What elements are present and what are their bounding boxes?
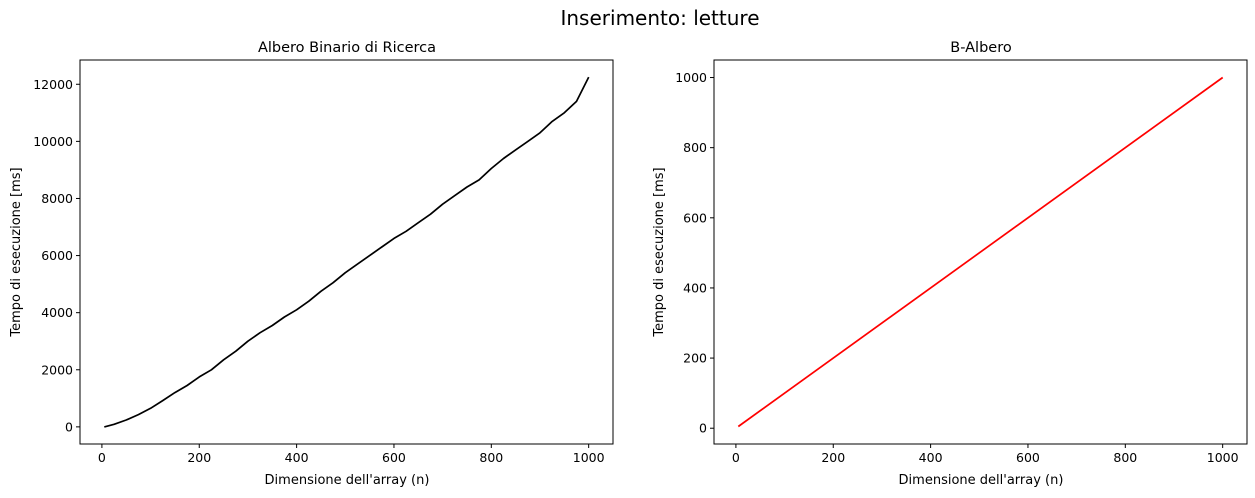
x-tick-label: 0 [732, 450, 740, 465]
y-tick-label: 600 [683, 210, 707, 225]
y-tick-label: 12000 [33, 77, 73, 92]
x-ticks: 0 200 400 600 800 1000 [732, 444, 1239, 465]
x-tick-label: 200 [821, 450, 845, 465]
y-axis-label: Tempo di esecuzione [ms] [9, 167, 24, 337]
y-tick-label: 4000 [41, 305, 73, 320]
y-axis-label: Tempo di esecuzione [ms] [652, 167, 667, 337]
y-tick-label: 2000 [41, 362, 73, 377]
chart-panel-btree: B-Albero Dimensione dell'array (n) Tempo… [652, 40, 1248, 488]
x-tick-label: 1000 [1207, 450, 1239, 465]
x-tick-label: 0 [98, 450, 106, 465]
series-line [737, 76, 1224, 428]
y-tick-label: 8000 [41, 191, 73, 206]
x-tick-label: 400 [919, 450, 943, 465]
y-tick-label: 6000 [41, 248, 73, 263]
chart-panel-bst: Albero Binario di Ricerca Dimensione del… [9, 40, 614, 488]
plot-frame [713, 59, 1248, 445]
series-line [104, 76, 590, 428]
y-tick-label: 0 [699, 421, 707, 436]
y-ticks: 0 2000 4000 6000 8000 10000 12000 [33, 77, 80, 434]
y-tick-label: 400 [683, 280, 707, 295]
data-lines [104, 76, 590, 428]
data-lines [737, 76, 1224, 428]
figure-suptitle: Inserimento: letture [560, 6, 759, 30]
x-tick-label: 1000 [573, 450, 605, 465]
x-ticks: 0 200 400 600 800 1000 [98, 444, 605, 465]
x-tick-label: 800 [479, 450, 503, 465]
y-tick-label: 800 [683, 140, 707, 155]
chart-title: B-Albero [950, 40, 1012, 56]
y-tick-label: 1000 [675, 70, 707, 85]
x-axis-label: Dimensione dell'array (n) [899, 473, 1064, 488]
x-tick-label: 400 [285, 450, 309, 465]
chart-title: Albero Binario di Ricerca [258, 40, 436, 56]
y-tick-label: 200 [683, 351, 707, 366]
y-tick-label: 10000 [33, 134, 73, 149]
y-ticks: 0 200 400 600 800 1000 [675, 70, 714, 436]
x-tick-label: 800 [1113, 450, 1137, 465]
plot-frame [79, 59, 614, 445]
x-axis-label: Dimensione dell'array (n) [265, 473, 430, 488]
y-tick-label: 0 [65, 419, 73, 434]
x-tick-label: 600 [382, 450, 406, 465]
x-tick-label: 200 [187, 450, 211, 465]
x-tick-label: 600 [1016, 450, 1040, 465]
